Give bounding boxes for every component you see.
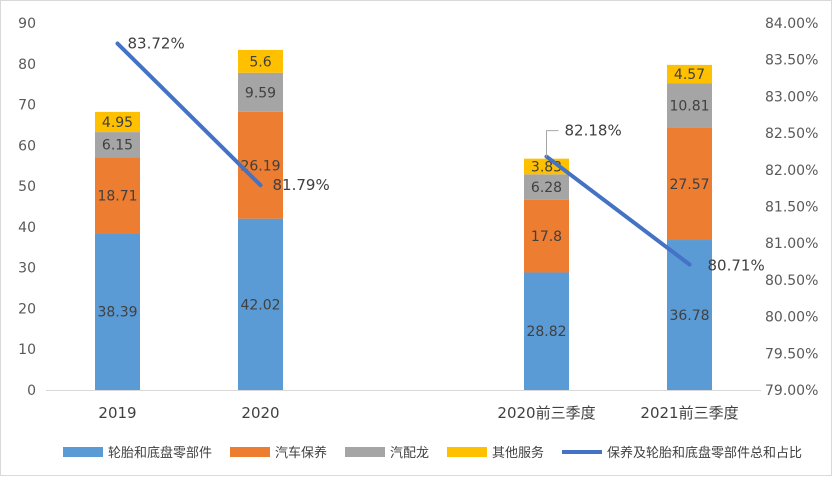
y-right-tick-label: 80.50% (765, 273, 818, 289)
bar-data-label: 10.81 (669, 99, 709, 115)
leader-line (546, 130, 559, 157)
y-right-tick-label: 83.00% (765, 89, 818, 105)
y-left-tick-label: 0 (27, 383, 36, 399)
bar-data-label: 28.82 (526, 324, 566, 340)
x-category-label: 2019 (98, 404, 136, 422)
x-category-label: 2021前三季度 (640, 404, 738, 422)
bar-segment (95, 111, 140, 133)
bar-segment (524, 272, 569, 390)
legend-label: 保养及轮胎和底盘零部件总和占比 (607, 445, 802, 461)
legend-label: 汽车保养 (275, 445, 327, 461)
bar-data-label: 38.39 (97, 305, 137, 321)
legend-label: 其他服务 (492, 445, 544, 461)
bar-segment (238, 111, 283, 219)
bar-segment (238, 218, 283, 390)
bar-segment (95, 233, 140, 390)
y-right-tick-label: 79.00% (765, 383, 818, 399)
line-data-label: 82.18% (565, 122, 622, 140)
y-left-tick-label: 50 (18, 179, 36, 195)
bar-segment (667, 83, 712, 128)
legend-label: 轮胎和底盘零部件 (108, 445, 212, 461)
y-right-tick-label: 80.00% (765, 310, 818, 326)
bar-data-label: 3.83 (531, 159, 562, 175)
y-left-tick-label: 70 (18, 98, 36, 114)
bar-segment (238, 72, 283, 112)
y-left-tick-label: 60 (18, 138, 36, 154)
y-left-tick-label: 80 (18, 57, 36, 73)
line-data-label: 83.72% (128, 35, 185, 53)
bar-data-label: 6.15 (102, 138, 133, 154)
bar-segment (524, 174, 569, 200)
y-right-tick-label: 79.50% (765, 346, 818, 362)
legend-swatch (230, 447, 270, 457)
bar-data-label: 36.78 (669, 308, 709, 324)
x-category-label: 2020 (241, 404, 279, 422)
bar-data-label: 18.71 (97, 188, 137, 204)
bar-segment (524, 199, 569, 273)
line-series-segment (115, 41, 263, 188)
y-right-tick-label: 81.00% (765, 236, 818, 252)
bar-data-label: 27.57 (669, 177, 709, 193)
bar-segment (238, 49, 283, 73)
y-right-tick-label: 81.50% (765, 200, 818, 216)
legend-swatch (447, 447, 487, 457)
bar-segment (95, 132, 140, 158)
line-series-segment (544, 154, 692, 267)
y-right-tick-label: 83.50% (765, 53, 818, 69)
y-right-tick-label: 84.00% (765, 16, 818, 32)
bar-segment (667, 64, 712, 84)
line-data-label: 80.71% (708, 256, 765, 274)
line-data-label: 81.79% (273, 176, 330, 194)
y-right-tick-label: 82.50% (765, 126, 818, 142)
bar-data-label: 4.57 (674, 67, 705, 83)
bar-segment (667, 127, 712, 241)
y-left-tick-label: 30 (18, 261, 36, 277)
bar-data-label: 6.28 (531, 180, 562, 196)
bar-segment (95, 157, 140, 234)
y-left-tick-label: 90 (18, 16, 36, 32)
y-left-tick-label: 40 (18, 220, 36, 236)
legend-swatch (63, 447, 103, 457)
bar-data-label: 5.6 (249, 54, 271, 70)
y-right-tick-label: 82.00% (765, 163, 818, 179)
bar-data-label: 9.59 (245, 85, 276, 101)
bar-data-label: 26.19 (240, 158, 280, 174)
bar-data-label: 4.95 (102, 115, 133, 131)
bar-data-label: 42.02 (240, 297, 280, 313)
x-category-label: 2020前三季度 (497, 404, 595, 422)
y-left-tick-label: 10 (18, 342, 36, 358)
bar-data-label: 17.8 (531, 229, 562, 245)
legend-swatch (345, 447, 385, 457)
legend-label: 汽配龙 (390, 446, 429, 461)
y-left-tick-label: 20 (18, 301, 36, 317)
